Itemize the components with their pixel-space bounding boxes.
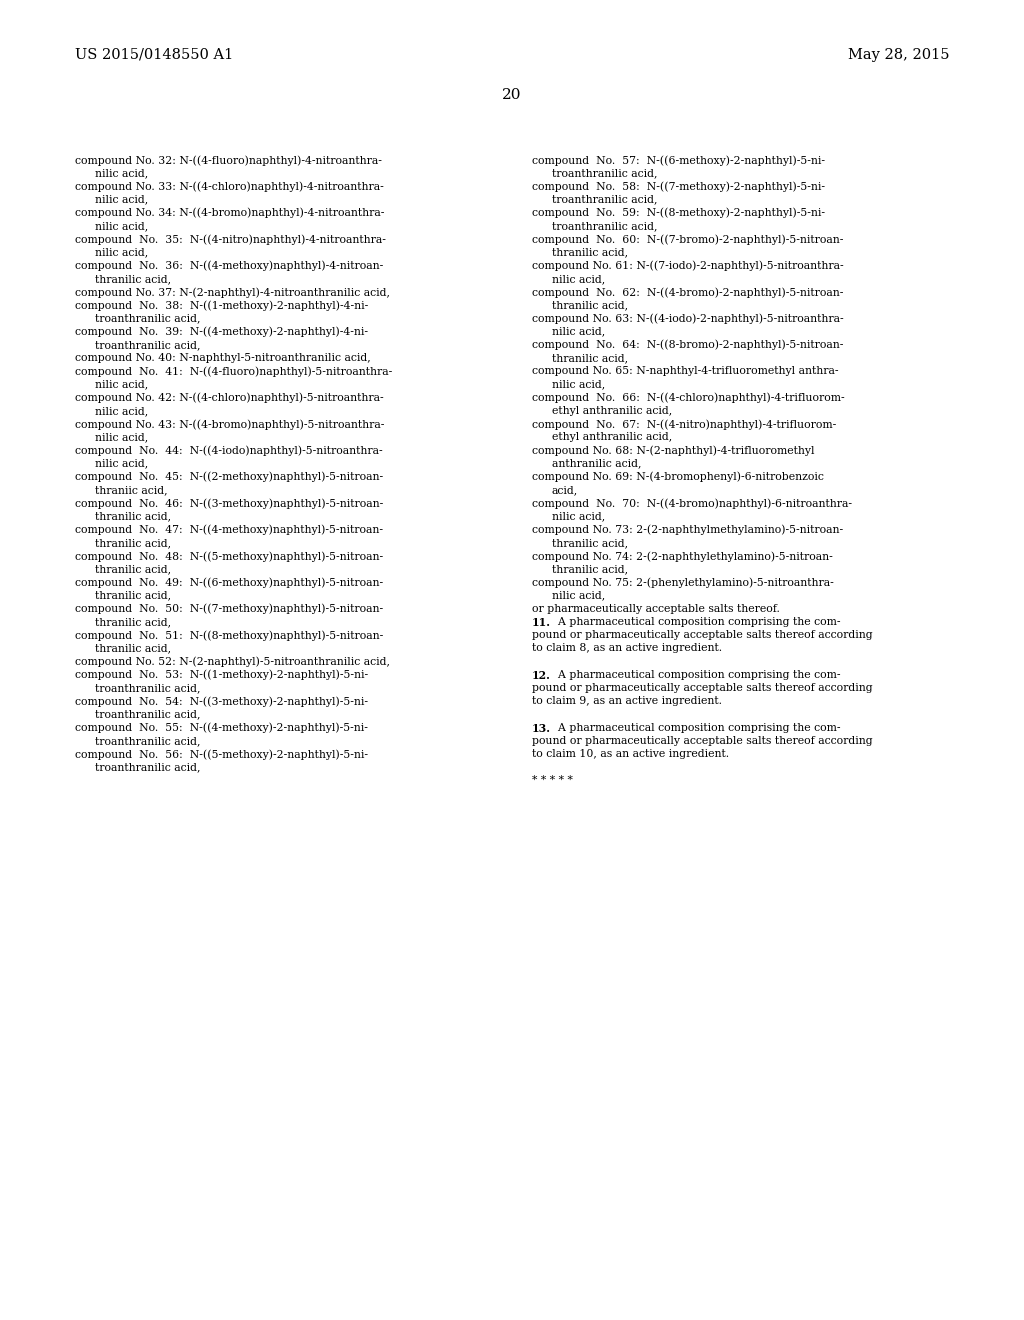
Text: compound  No.  66:  N-((4-chloro)naphthyl)-4-trifluorom-: compound No. 66: N-((4-chloro)naphthyl)-…	[532, 392, 845, 403]
Text: thranilic acid,: thranilic acid,	[552, 564, 628, 574]
Text: compound  No.  62:  N-((4-bromo)-2-naphthyl)-5-nitroan-: compound No. 62: N-((4-bromo)-2-naphthyl…	[532, 286, 844, 297]
Text: thranilic acid,: thranilic acid,	[95, 643, 171, 653]
Text: nilic acid,: nilic acid,	[95, 432, 148, 442]
Text: compound  No.  67:  N-((4-nitro)naphthyl)-4-trifluorom-: compound No. 67: N-((4-nitro)naphthyl)-4…	[532, 418, 837, 429]
Text: 11.: 11.	[532, 616, 551, 628]
Text: ethyl anthranilic acid,: ethyl anthranilic acid,	[552, 405, 672, 416]
Text: to claim 9, as an active ingredient.: to claim 9, as an active ingredient.	[532, 696, 722, 706]
Text: troanthranilic acid,: troanthranilic acid,	[552, 168, 657, 178]
Text: compound  No.  70:  N-((4-bromo)naphthyl)-6-nitroanthra-: compound No. 70: N-((4-bromo)naphthyl)-6…	[532, 498, 852, 508]
Text: compound  No.  55:  N-((4-methoxy)-2-naphthyl)-5-ni-: compound No. 55: N-((4-methoxy)-2-naphth…	[75, 722, 368, 733]
Text: 20: 20	[502, 88, 522, 102]
Text: nilic acid,: nilic acid,	[552, 511, 605, 521]
Text: compound  No.  64:  N-((8-bromo)-2-naphthyl)-5-nitroan-: compound No. 64: N-((8-bromo)-2-naphthyl…	[532, 339, 844, 350]
Text: compound No. 33: N-((4-chloro)naphthyl)-4-nitroanthra-: compound No. 33: N-((4-chloro)naphthyl)-…	[75, 181, 384, 191]
Text: * * * * *: * * * * *	[532, 775, 572, 785]
Text: compound No. 75: 2-(phenylethylamino)-5-nitroanthra-: compound No. 75: 2-(phenylethylamino)-5-…	[532, 577, 834, 587]
Text: compound No. 73: 2-(2-naphthylmethylamino)-5-nitroan-: compound No. 73: 2-(2-naphthylmethylamin…	[532, 524, 843, 535]
Text: compound  No.  46:  N-((3-methoxy)naphthyl)-5-nitroan-: compound No. 46: N-((3-methoxy)naphthyl)…	[75, 498, 383, 508]
Text: compound  No.  58:  N-((7-methoxy)-2-naphthyl)-5-ni-: compound No. 58: N-((7-methoxy)-2-naphth…	[532, 181, 825, 191]
Text: compound  No.  50:  N-((7-methoxy)naphthyl)-5-nitroan-: compound No. 50: N-((7-methoxy)naphthyl)…	[75, 603, 383, 614]
Text: compound  No.  54:  N-((3-methoxy)-2-naphthyl)-5-ni-: compound No. 54: N-((3-methoxy)-2-naphth…	[75, 696, 368, 706]
Text: nilic acid,: nilic acid,	[552, 379, 605, 389]
Text: to claim 8, as an active ingredient.: to claim 8, as an active ingredient.	[532, 643, 722, 653]
Text: compound No. 40: N-naphthyl-5-nitroanthranilic acid,: compound No. 40: N-naphthyl-5-nitroanthr…	[75, 352, 371, 363]
Text: nilic acid,: nilic acid,	[95, 194, 148, 205]
Text: nilic acid,: nilic acid,	[95, 379, 148, 389]
Text: pound or pharmaceutically acceptable salts thereof according: pound or pharmaceutically acceptable sal…	[532, 630, 872, 640]
Text: compound No. 52: N-(2-naphthyl)-5-nitroanthranilic acid,: compound No. 52: N-(2-naphthyl)-5-nitroa…	[75, 656, 390, 667]
Text: thranilic acid,: thranilic acid,	[95, 616, 171, 627]
Text: A pharmaceutical composition comprising the com-: A pharmaceutical composition comprising …	[551, 722, 841, 733]
Text: nilic acid,: nilic acid,	[552, 273, 605, 284]
Text: troanthranilic acid,: troanthranilic acid,	[95, 339, 201, 350]
Text: nilic acid,: nilic acid,	[552, 590, 605, 601]
Text: compound  No.  35:  N-((4-nitro)naphthyl)-4-nitroanthra-: compound No. 35: N-((4-nitro)naphthyl)-4…	[75, 234, 386, 244]
Text: compound  No.  56:  N-((5-methoxy)-2-naphthyl)-5-ni-: compound No. 56: N-((5-methoxy)-2-naphth…	[75, 748, 368, 759]
Text: compound  No.  38:  N-((1-methoxy)-2-naphthyl)-4-ni-: compound No. 38: N-((1-methoxy)-2-naphth…	[75, 300, 369, 310]
Text: pound or pharmaceutically acceptable salts thereof according: pound or pharmaceutically acceptable sal…	[532, 682, 872, 693]
Text: 12.: 12.	[532, 669, 551, 681]
Text: acid,: acid,	[552, 484, 579, 495]
Text: troanthranilic acid,: troanthranilic acid,	[95, 313, 201, 323]
Text: 13.: 13.	[532, 722, 551, 734]
Text: thranilic acid,: thranilic acid,	[95, 511, 171, 521]
Text: compound No. 68: N-(2-naphthyl)-4-trifluoromethyl: compound No. 68: N-(2-naphthyl)-4-triflu…	[532, 445, 814, 455]
Text: ethyl anthranilic acid,: ethyl anthranilic acid,	[552, 432, 672, 442]
Text: A pharmaceutical composition comprising the com-: A pharmaceutical composition comprising …	[551, 669, 841, 680]
Text: thranilic acid,: thranilic acid,	[552, 352, 628, 363]
Text: nilic acid,: nilic acid,	[95, 220, 148, 231]
Text: A pharmaceutical composition comprising the com-: A pharmaceutical composition comprising …	[551, 616, 841, 627]
Text: to claim 10, as an active ingredient.: to claim 10, as an active ingredient.	[532, 748, 729, 759]
Text: thranilic acid,: thranilic acid,	[552, 537, 628, 548]
Text: compound No. 34: N-((4-bromo)naphthyl)-4-nitroanthra-: compound No. 34: N-((4-bromo)naphthyl)-4…	[75, 207, 384, 218]
Text: compound No. 74: 2-(2-naphthylethylamino)-5-nitroan-: compound No. 74: 2-(2-naphthylethylamino…	[532, 550, 833, 561]
Text: nilic acid,: nilic acid,	[95, 458, 148, 469]
Text: compound  No.  39:  N-((4-methoxy)-2-naphthyl)-4-ni-: compound No. 39: N-((4-methoxy)-2-naphth…	[75, 326, 368, 337]
Text: thranilic acid,: thranilic acid,	[552, 247, 628, 257]
Text: troanthranilic acid,: troanthranilic acid,	[552, 194, 657, 205]
Text: nilic acid,: nilic acid,	[95, 405, 148, 416]
Text: compound No. 63: N-((4-iodo)-2-naphthyl)-5-nitroanthra-: compound No. 63: N-((4-iodo)-2-naphthyl)…	[532, 313, 844, 323]
Text: nilic acid,: nilic acid,	[95, 247, 148, 257]
Text: compound No. 65: N-naphthyl-4-trifluoromethyl anthra-: compound No. 65: N-naphthyl-4-trifluorom…	[532, 366, 839, 376]
Text: compound  No.  44:  N-((4-iodo)naphthyl)-5-nitroanthra-: compound No. 44: N-((4-iodo)naphthyl)-5-…	[75, 445, 383, 455]
Text: thranilic acid,: thranilic acid,	[95, 590, 171, 601]
Text: compound No. 37: N-(2-naphthyl)-4-nitroanthranilic acid,: compound No. 37: N-(2-naphthyl)-4-nitroa…	[75, 286, 390, 297]
Text: troanthranilic acid,: troanthranilic acid,	[95, 709, 201, 719]
Text: nilic acid,: nilic acid,	[552, 326, 605, 337]
Text: compound No. 42: N-((4-chloro)naphthyl)-5-nitroanthra-: compound No. 42: N-((4-chloro)naphthyl)-…	[75, 392, 384, 403]
Text: compound No. 43: N-((4-bromo)naphthyl)-5-nitroanthra-: compound No. 43: N-((4-bromo)naphthyl)-5…	[75, 418, 384, 429]
Text: thranilic acid,: thranilic acid,	[95, 564, 171, 574]
Text: compound  No.  59:  N-((8-methoxy)-2-naphthyl)-5-ni-: compound No. 59: N-((8-methoxy)-2-naphth…	[532, 207, 825, 218]
Text: thranilic acid,: thranilic acid,	[95, 537, 171, 548]
Text: compound  No.  57:  N-((6-methoxy)-2-naphthyl)-5-ni-: compound No. 57: N-((6-methoxy)-2-naphth…	[532, 154, 825, 165]
Text: compound  No.  60:  N-((7-bromo)-2-naphthyl)-5-nitroan-: compound No. 60: N-((7-bromo)-2-naphthyl…	[532, 234, 844, 244]
Text: nilic acid,: nilic acid,	[95, 168, 148, 178]
Text: compound  No.  47:  N-((4-methoxy)naphthyl)-5-nitroan-: compound No. 47: N-((4-methoxy)naphthyl)…	[75, 524, 383, 535]
Text: May 28, 2015: May 28, 2015	[848, 48, 949, 62]
Text: compound  No.  49:  N-((6-methoxy)naphthyl)-5-nitroan-: compound No. 49: N-((6-methoxy)naphthyl)…	[75, 577, 383, 587]
Text: US 2015/0148550 A1: US 2015/0148550 A1	[75, 48, 233, 62]
Text: compound No. 69: N-(4-bromophenyl)-6-nitrobenzoic: compound No. 69: N-(4-bromophenyl)-6-nit…	[532, 471, 824, 482]
Text: compound No. 32: N-((4-fluoro)naphthyl)-4-nitroanthra-: compound No. 32: N-((4-fluoro)naphthyl)-…	[75, 154, 382, 165]
Text: anthranilic acid,: anthranilic acid,	[552, 458, 641, 469]
Text: compound  No.  41:  N-((4-fluoro)naphthyl)-5-nitroanthra-: compound No. 41: N-((4-fluoro)naphthyl)-…	[75, 366, 392, 376]
Text: pound or pharmaceutically acceptable salts thereof according: pound or pharmaceutically acceptable sal…	[532, 735, 872, 746]
Text: compound  No.  53:  N-((1-methoxy)-2-naphthyl)-5-ni-: compound No. 53: N-((1-methoxy)-2-naphth…	[75, 669, 368, 680]
Text: compound  No.  36:  N-((4-methoxy)naphthyl)-4-nitroan-: compound No. 36: N-((4-methoxy)naphthyl)…	[75, 260, 383, 271]
Text: compound  No.  48:  N-((5-methoxy)naphthyl)-5-nitroan-: compound No. 48: N-((5-methoxy)naphthyl)…	[75, 550, 383, 561]
Text: compound No. 61: N-((7-iodo)-2-naphthyl)-5-nitroanthra-: compound No. 61: N-((7-iodo)-2-naphthyl)…	[532, 260, 844, 271]
Text: troanthranilic acid,: troanthranilic acid,	[95, 762, 201, 772]
Text: or pharmaceutically acceptable salts thereof.: or pharmaceutically acceptable salts the…	[532, 603, 780, 614]
Text: thraniic acid,: thraniic acid,	[95, 484, 168, 495]
Text: thranilic acid,: thranilic acid,	[552, 300, 628, 310]
Text: troanthranilic acid,: troanthranilic acid,	[95, 735, 201, 746]
Text: troanthranilic acid,: troanthranilic acid,	[552, 220, 657, 231]
Text: troanthranilic acid,: troanthranilic acid,	[95, 682, 201, 693]
Text: thranilic acid,: thranilic acid,	[95, 273, 171, 284]
Text: compound  No.  45:  N-((2-methoxy)naphthyl)-5-nitroan-: compound No. 45: N-((2-methoxy)naphthyl)…	[75, 471, 383, 482]
Text: compound  No.  51:  N-((8-methoxy)naphthyl)-5-nitroan-: compound No. 51: N-((8-methoxy)naphthyl)…	[75, 630, 383, 640]
